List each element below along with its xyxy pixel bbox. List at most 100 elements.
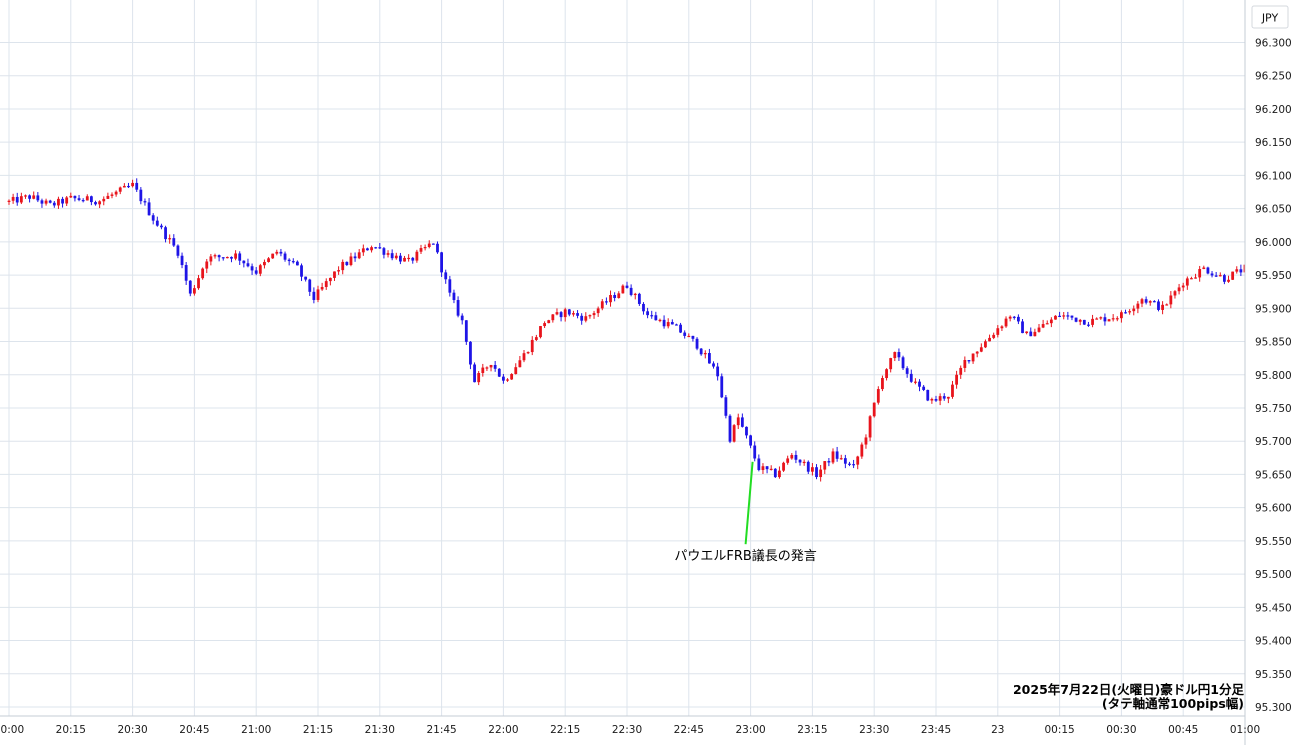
price-tick-label: 95.650 — [1255, 469, 1292, 481]
candle-body — [942, 396, 946, 399]
candle-body — [242, 260, 246, 264]
candle-body — [691, 335, 695, 339]
time-tick-label: 21:30 — [365, 724, 395, 736]
time-tick-label: 22:45 — [674, 724, 704, 736]
candle-body — [452, 292, 456, 301]
caption-line-2: (タテ軸通常100pips幅) — [1102, 696, 1244, 711]
candle-body — [753, 445, 757, 459]
candle-body — [448, 279, 452, 293]
candle-body — [1227, 279, 1230, 282]
candle-body — [11, 196, 15, 201]
candle-body — [534, 337, 538, 340]
candle-body — [699, 348, 703, 355]
candle-body — [32, 195, 36, 199]
price-tick-label: 95.750 — [1255, 403, 1292, 415]
candle-body — [328, 277, 332, 282]
candle-body — [1008, 316, 1012, 319]
candle-body — [1041, 324, 1045, 328]
price-tick-label: 96.000 — [1255, 237, 1292, 249]
candle-body — [979, 347, 983, 352]
candle-body — [1029, 331, 1033, 337]
price-tick-label: 96.300 — [1255, 38, 1292, 50]
time-axis-labels: 20:00 20:15 20:30 20:45 21:00 21:15 21:30 21:45… — [0, 724, 1260, 736]
time-tick-label: 22:15 — [550, 724, 580, 736]
candle-body — [69, 195, 73, 198]
candle-body — [650, 315, 654, 317]
candle-body — [485, 367, 489, 369]
candle-body — [1152, 301, 1156, 303]
candle-body — [411, 257, 415, 261]
candle-body — [1099, 317, 1103, 319]
candle-body — [151, 215, 155, 221]
candle-body — [271, 253, 275, 259]
candle-body — [819, 469, 823, 478]
candle-body — [464, 320, 468, 342]
candle-body — [283, 253, 287, 260]
candle-body — [831, 451, 835, 463]
candle-body — [708, 353, 711, 364]
candle-body — [110, 194, 114, 196]
candle-body — [90, 196, 93, 203]
candle-body — [320, 287, 324, 290]
candle-body — [279, 251, 283, 254]
candles — [7, 178, 1247, 482]
price-tick-label: 96.100 — [1255, 170, 1292, 182]
candle-body — [530, 339, 534, 353]
price-axis-labels: 96.300 96.250 96.200 96.150 96.100 96.050 96.0… — [1255, 38, 1292, 715]
candle-body — [617, 293, 621, 299]
candle-body — [341, 261, 345, 271]
candle-body — [786, 458, 790, 463]
candle-body — [889, 358, 893, 370]
candle-body — [522, 353, 526, 361]
candle-body — [481, 367, 485, 374]
candle-body — [382, 248, 386, 255]
candle-body — [914, 381, 917, 383]
candle-body — [1012, 316, 1016, 318]
candle-body — [860, 444, 864, 457]
candle-body — [40, 200, 44, 204]
candle-body — [806, 461, 810, 472]
candle-body — [502, 376, 505, 381]
candle-body — [1095, 318, 1099, 320]
price-tick-label: 95.300 — [1255, 702, 1292, 714]
candle-body — [127, 185, 130, 188]
candle-body — [584, 316, 588, 321]
currency-box[interactable] — [1251, 5, 1289, 29]
candle-body — [905, 368, 909, 374]
candle-body — [1157, 301, 1160, 310]
candle-body — [790, 454, 794, 459]
candle-body — [176, 245, 180, 256]
price-tick-label: 95.550 — [1255, 536, 1292, 548]
candle-body — [324, 281, 328, 288]
candle-body — [304, 276, 308, 280]
candle-body — [872, 402, 876, 417]
candle-body — [378, 247, 382, 249]
candle-body — [296, 261, 299, 266]
time-tick-label: 00:30 — [1106, 724, 1136, 736]
candle-body — [19, 196, 23, 203]
candle-body — [394, 255, 398, 259]
candle-body — [897, 352, 901, 358]
time-tick-label: 20:00 — [0, 724, 24, 736]
candle-body — [992, 334, 996, 338]
candle-body — [827, 461, 831, 463]
candle-body — [975, 351, 979, 354]
candle-body — [230, 256, 233, 259]
candle-body — [1000, 326, 1004, 329]
candle-body — [559, 312, 563, 318]
candle-body — [258, 265, 262, 274]
candle-body — [551, 314, 555, 321]
candle-body — [36, 195, 40, 201]
candle-body — [81, 200, 85, 202]
currency-label: JPY — [1261, 12, 1279, 25]
time-tick-label: 00:15 — [1044, 724, 1074, 736]
candle-body — [1066, 315, 1070, 317]
candle-body — [967, 359, 971, 362]
candle-body — [1136, 303, 1140, 309]
candle-body — [221, 257, 225, 259]
candle-body — [98, 201, 102, 205]
candle-body — [868, 416, 872, 438]
candle-body — [1091, 318, 1094, 325]
candle-body — [794, 454, 798, 460]
candle-body — [823, 461, 827, 470]
